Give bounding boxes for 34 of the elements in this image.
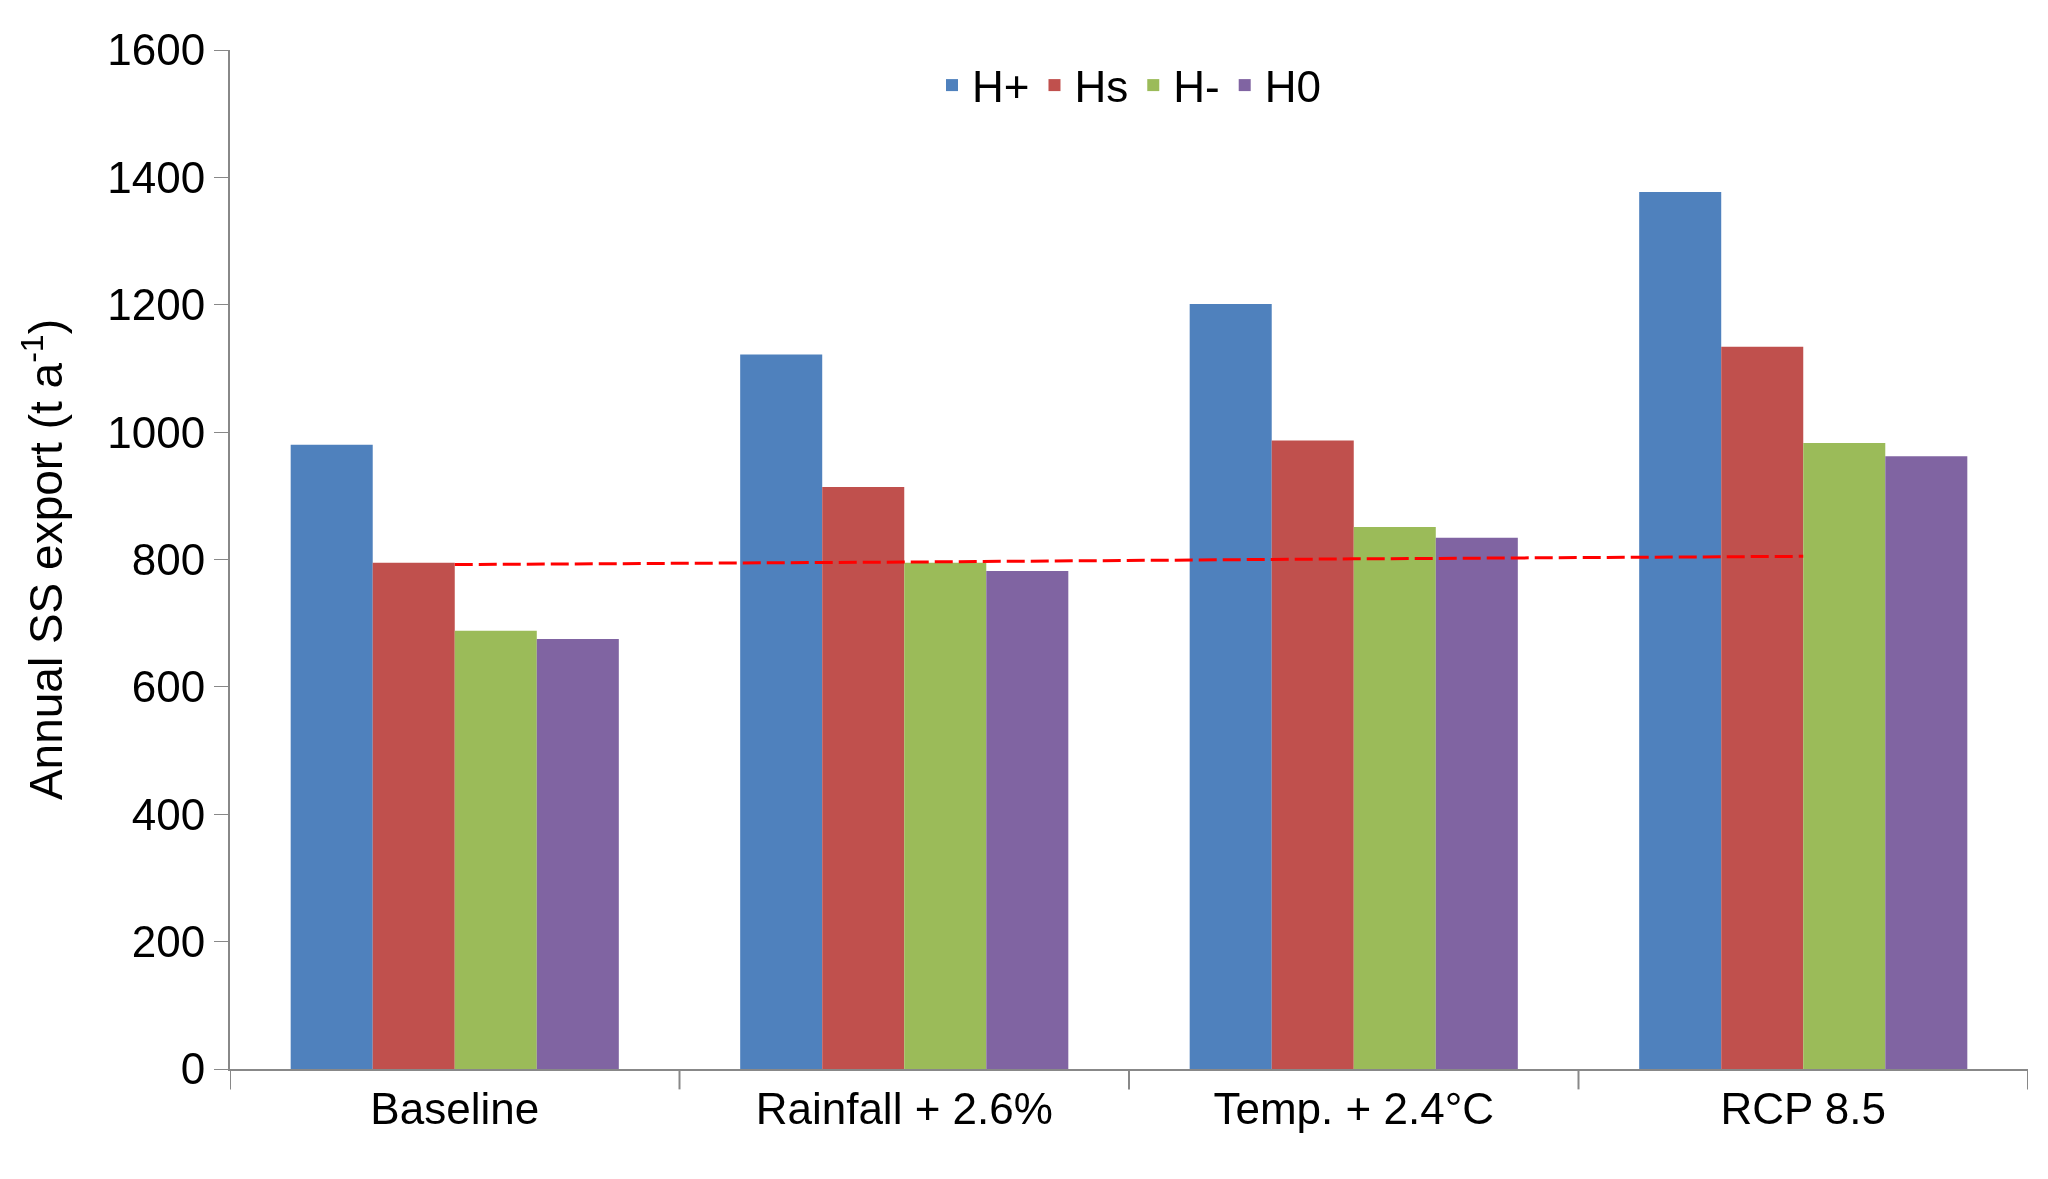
bar: [904, 562, 987, 1069]
legend-label: H+: [972, 62, 1030, 112]
bar: [1721, 346, 1804, 1069]
bar: [372, 562, 455, 1069]
bar: [822, 486, 905, 1069]
bar: [1271, 440, 1354, 1069]
y-tick-label: 600: [131, 662, 206, 712]
line-series: [453, 554, 1805, 567]
y-tick-label: 1600: [107, 25, 206, 75]
bar: [986, 570, 1069, 1069]
bar: [1639, 192, 1722, 1069]
x-tick-label: Baseline: [370, 1083, 540, 1133]
x-tick-label: Rainfall + 2.6%: [755, 1083, 1053, 1133]
x-tick-label: Temp. + 2.4°C: [1213, 1083, 1494, 1133]
bar: [740, 354, 823, 1069]
bar: [1435, 537, 1518, 1069]
bar: [1189, 304, 1272, 1069]
y-tick-label: 1200: [107, 280, 206, 330]
legend-label: H-: [1173, 62, 1220, 112]
y-tick-label: 200: [131, 917, 206, 967]
y-tick-label: 1400: [107, 152, 206, 202]
legend-label: H0: [1264, 62, 1321, 112]
bar: [1353, 527, 1436, 1069]
bar: [290, 444, 373, 1069]
y-tick-label: 1000: [107, 407, 206, 457]
legend-label: Hs: [1074, 62, 1129, 112]
bar: [1803, 442, 1886, 1069]
y-tick-label: 400: [131, 789, 206, 839]
bar: [454, 630, 537, 1069]
bar: [536, 639, 619, 1069]
y-tick-label: 0: [180, 1044, 206, 1094]
x-tick-label: RCP 8.5: [1720, 1083, 1886, 1133]
y-tick-label: 800: [131, 534, 206, 584]
bar: [1885, 456, 1968, 1069]
